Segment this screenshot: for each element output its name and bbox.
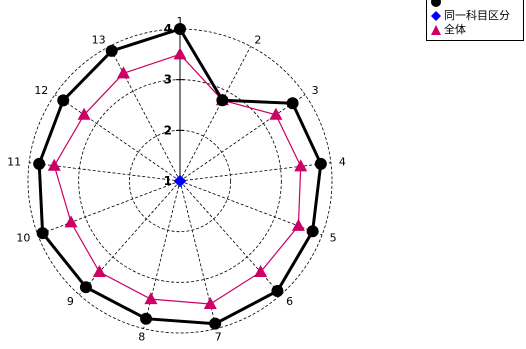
data-point-triangle: [269, 107, 283, 120]
radial-tick-label: 4: [164, 22, 172, 36]
grid-spoke: [109, 46, 181, 182]
category-label: 8: [138, 330, 145, 343]
series-3: [47, 47, 308, 309]
data-point-circle: [216, 94, 229, 107]
legend-label-series-2: 同一科目区分: [444, 9, 510, 22]
radial-ticks: 1 2 3 4: [164, 22, 184, 188]
data-point-triangle: [92, 265, 106, 278]
data-point-triangle: [254, 265, 268, 278]
data-point-triangle: [77, 107, 91, 120]
radial-tick-label: 2: [164, 123, 172, 137]
legend-item-series-3: 全体: [430, 23, 520, 37]
data-point-circle: [306, 225, 319, 238]
radial-tick-label: 3: [164, 73, 172, 87]
data-point-circle: [209, 317, 222, 330]
data-point-triangle: [64, 215, 78, 228]
data-point-triangle: [291, 218, 305, 231]
category-label: 11: [7, 156, 21, 169]
category-label: 3: [312, 84, 319, 97]
radial-tick-label: 1: [164, 174, 172, 188]
data-point-circle: [105, 44, 118, 57]
grid-spoke: [179, 94, 306, 182]
data-point-triangle: [173, 47, 187, 60]
category-label: 1: [177, 15, 184, 28]
data-point-circle: [286, 97, 299, 110]
category-label: 2: [254, 33, 261, 46]
series-2: [174, 175, 186, 187]
data-point-triangle: [144, 292, 158, 305]
grid-spoke: [179, 46, 251, 182]
data-point-triangle: [116, 66, 130, 79]
category-label: 12: [34, 84, 48, 97]
circle-marker-icon: [431, 0, 441, 7]
triangle-marker-icon: [431, 25, 441, 35]
data-point-circle: [79, 281, 92, 294]
category-label: 5: [330, 232, 337, 245]
legend-label-series-3: 全体: [444, 23, 466, 36]
grid-spoke: [54, 94, 181, 182]
category-label: 7: [215, 330, 222, 343]
series-layer: [33, 23, 327, 330]
data-point-circle: [57, 94, 70, 107]
grid-spoke: [179, 180, 282, 296]
data-point-circle: [36, 227, 49, 240]
legend-item-series-1: [430, 0, 520, 9]
category-label: 6: [286, 295, 293, 308]
data-point-diamond: [174, 175, 186, 187]
grid-ring: [128, 129, 232, 233]
data-point-circle: [271, 284, 284, 297]
data-point-circle: [314, 157, 327, 170]
data-point-triangle: [294, 159, 308, 172]
legend-item-series-2: 同一科目区分: [430, 9, 520, 23]
legend: 同一科目区分 全体: [426, 0, 524, 41]
category-label: 13: [92, 33, 106, 46]
category-label: 10: [16, 232, 30, 245]
series-3-line: [53, 53, 302, 305]
data-point-triangle: [47, 158, 61, 171]
grid-spoke: [78, 180, 181, 296]
category-label: 9: [67, 295, 74, 308]
data-point-circle: [33, 157, 46, 170]
category-label: 4: [339, 156, 346, 169]
grid-spoke: [37, 180, 181, 236]
grid-spoke: [179, 162, 331, 182]
diamond-marker-icon: [431, 11, 441, 21]
data-point-circle: [174, 23, 186, 35]
data-point-triangle: [203, 296, 217, 309]
grid-spoke: [143, 180, 181, 329]
series-1-line: [37, 27, 323, 326]
data-point-circle: [140, 312, 153, 325]
series-1: [33, 23, 327, 330]
